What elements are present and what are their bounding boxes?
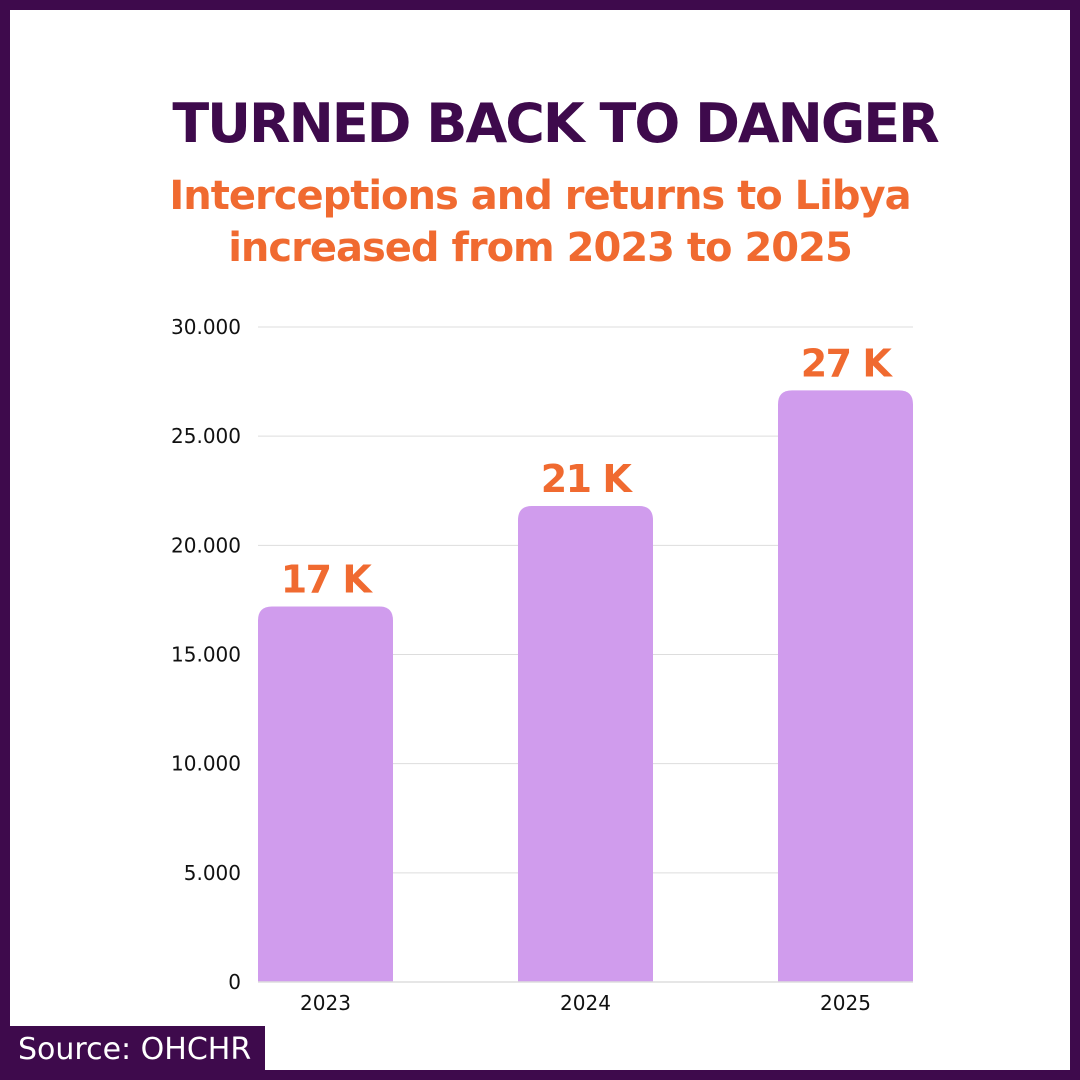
subtitle-line-1: Interceptions and returns to Libya [169, 173, 911, 219]
y-tick-label: 5.000 [184, 861, 241, 885]
chart-subtitle: Interceptions and returns to Libya incre… [0, 170, 1080, 274]
subtitle-line-2: increased from 2023 to 2025 [228, 225, 853, 271]
x-tick-label: 2024 [560, 991, 611, 1015]
bar-2025 [778, 390, 913, 983]
x-tick-label: 2023 [300, 991, 351, 1015]
chart-title: TURNED BACK TO DANGER [172, 92, 939, 155]
y-tick-label: 30.000 [171, 315, 241, 339]
y-tick-label: 25.000 [171, 424, 241, 448]
x-tick-label: 2025 [820, 991, 871, 1015]
data-label-2025: 27 K [801, 341, 894, 385]
y-tick-label: 10.000 [171, 752, 241, 776]
source-label: Source: OHCHR [0, 1026, 266, 1074]
data-label-2023: 17 K [281, 557, 374, 601]
bar-2023 [258, 606, 393, 982]
bar-2024 [518, 506, 653, 982]
y-tick-label: 20.000 [171, 533, 241, 557]
y-tick-label: 0 [228, 970, 241, 994]
y-tick-label: 15.000 [171, 643, 241, 667]
data-label-2024: 21 K [541, 457, 634, 501]
